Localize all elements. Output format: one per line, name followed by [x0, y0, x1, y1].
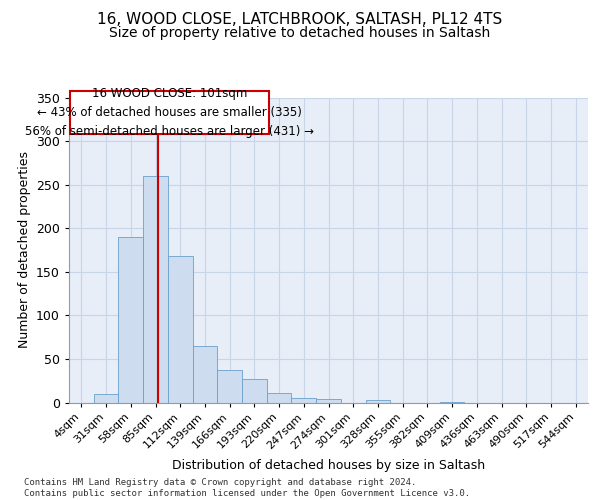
Text: Contains HM Land Registry data © Crown copyright and database right 2024.
Contai: Contains HM Land Registry data © Crown c…: [24, 478, 470, 498]
FancyBboxPatch shape: [70, 90, 269, 134]
Bar: [118, 237, 143, 402]
Text: Size of property relative to detached houses in Saltash: Size of property relative to detached ho…: [109, 26, 491, 40]
Text: 16, WOOD CLOSE, LATCHBROOK, SALTASH, PL12 4TS: 16, WOOD CLOSE, LATCHBROOK, SALTASH, PL1…: [97, 12, 503, 28]
Bar: [143, 176, 168, 402]
X-axis label: Distribution of detached houses by size in Saltash: Distribution of detached houses by size …: [172, 459, 485, 472]
Y-axis label: Number of detached properties: Number of detached properties: [17, 152, 31, 348]
Bar: [217, 370, 242, 402]
Bar: [193, 346, 217, 403]
Bar: [365, 400, 390, 402]
Bar: [242, 379, 267, 402]
Bar: [94, 394, 118, 402]
Bar: [292, 398, 316, 402]
Bar: [267, 393, 292, 402]
Text: 16 WOOD CLOSE: 101sqm
← 43% of detached houses are smaller (335)
56% of semi-det: 16 WOOD CLOSE: 101sqm ← 43% of detached …: [25, 87, 314, 138]
Bar: [168, 256, 193, 402]
Bar: [316, 399, 341, 402]
